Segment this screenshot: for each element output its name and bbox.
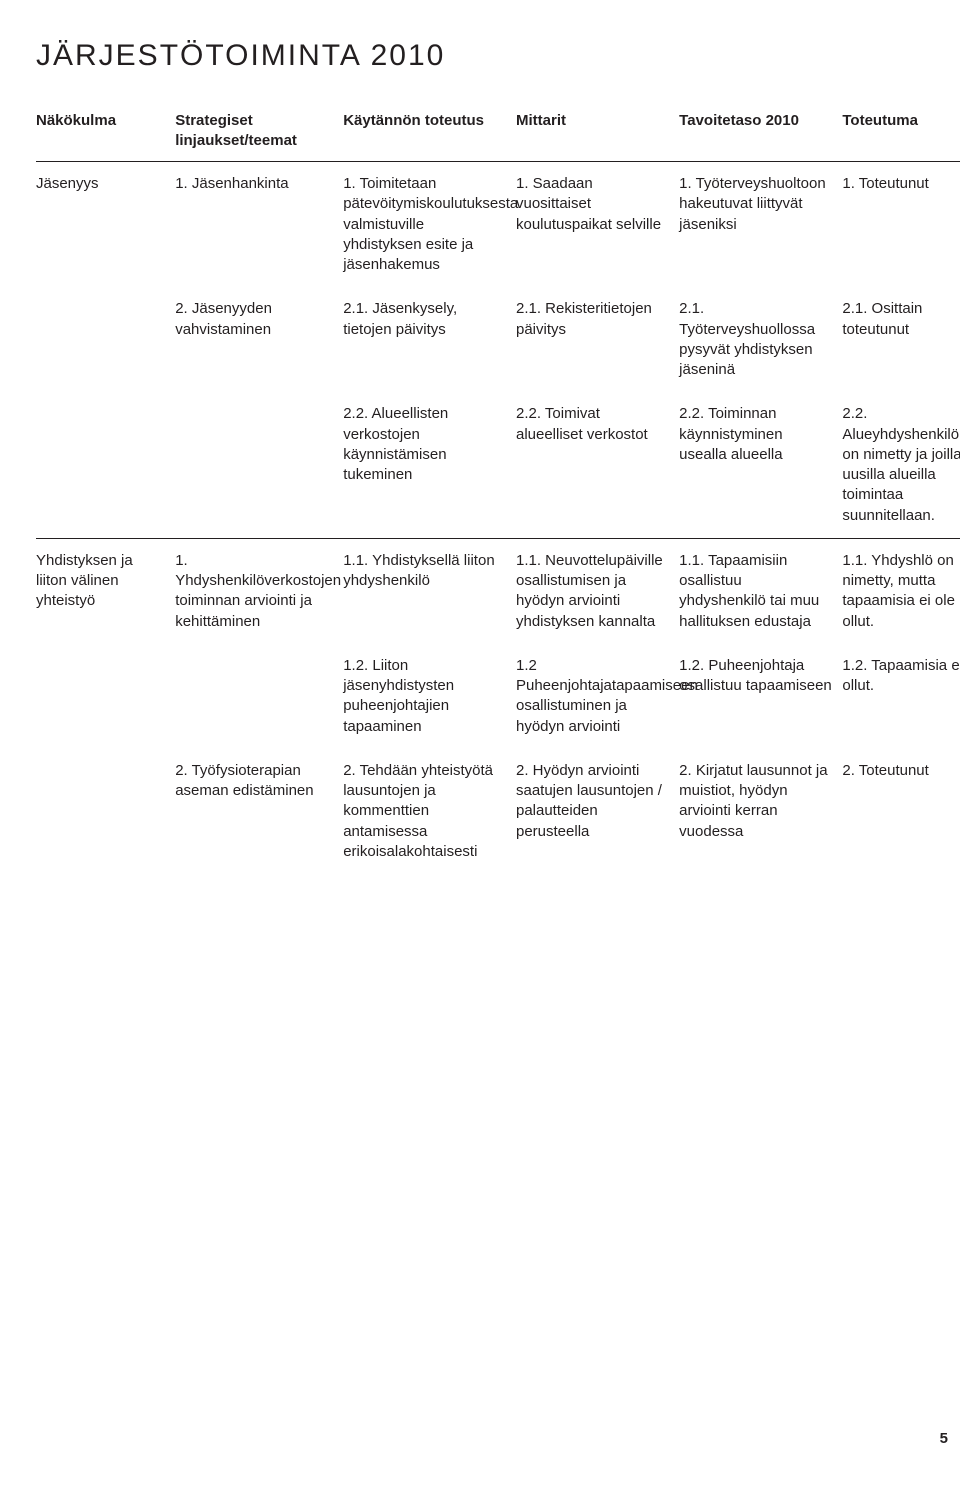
cell-c5: 1.2. Tapaamisia ei ollut. — [842, 644, 960, 749]
table-row: 1.2. Liiton jäsenyhdistysten puheenjohta… — [36, 644, 960, 749]
cell-c4: 1. Työterveyshuoltoon hakeutuvat liittyv… — [679, 162, 842, 288]
cell-c0: Yhdistyksen ja liiton välinen yhteistyö — [36, 538, 175, 644]
cell-c0 — [36, 644, 175, 749]
cell-c4: 1.2. Puheenjohtaja osallistuu tapaamisee… — [679, 644, 842, 749]
cell-c1 — [175, 392, 343, 538]
col-tavoitetaso: Tavoitetaso 2010 — [679, 105, 842, 162]
cell-c2: 1.1. Yhdistyksellä liiton yhdyshenkilö — [343, 538, 516, 644]
table-row: Yhdistyksen ja liiton välinen yhteistyö1… — [36, 538, 960, 644]
cell-c2: 1. Toimitetaan pätevöitymiskoulutuksesta… — [343, 162, 516, 288]
page: { "title": "JÄRJESTÖTOIMINTA 2010", "pag… — [36, 36, 960, 1467]
cell-c0: Jäsenyys — [36, 162, 175, 288]
cell-c3: 1.1. Neuvottelupäiville osallistumisen j… — [516, 538, 679, 644]
cell-c5: 2.1. Osittain toteutunut — [842, 287, 960, 392]
cell-c1: 2. Työfysioterapian aseman edistäminen — [175, 749, 343, 874]
cell-c3: 2.2. Toimivat alueelliset verkostot — [516, 392, 679, 538]
cell-c2: 1.2. Liiton jäsenyhdistysten puheenjohta… — [343, 644, 516, 749]
cell-c1: 1. Jäsenhankinta — [175, 162, 343, 288]
cell-c0 — [36, 749, 175, 874]
cell-c5: 1.1. Yhdyshlö on nimetty, mutta tapaamis… — [842, 538, 960, 644]
cell-c3: 2. Hyödyn arviointi saatujen lausuntojen… — [516, 749, 679, 874]
cell-c0 — [36, 287, 175, 392]
col-nakokulma: Näkökulma — [36, 105, 175, 162]
table-row: 2. Jäsenyyden vahvistaminen2.1. Jäsenkys… — [36, 287, 960, 392]
cell-c4: 2.2. Toiminnan käynnistyminen usealla al… — [679, 392, 842, 538]
cell-c0 — [36, 392, 175, 538]
cell-c3: 2.1. Rekisteritietojen päivitys — [516, 287, 679, 392]
cell-c2: 2.1. Jäsenkysely, tietojen päivitys — [343, 287, 516, 392]
col-strategiset: Strategiset linjaukset/teemat — [175, 105, 343, 162]
table-row: Jäsenyys1. Jäsenhankinta1. Toimitetaan p… — [36, 162, 960, 288]
cell-c1: 2. Jäsenyyden vahvistaminen — [175, 287, 343, 392]
cell-c5: 1. Toteutunut — [842, 162, 960, 288]
table-body: Jäsenyys1. Jäsenhankinta1. Toimitetaan p… — [36, 162, 960, 875]
cell-c4: 2. Kirjatut lausunnot ja muistiot, hyödy… — [679, 749, 842, 874]
col-kaytannon: Käytännön toteutus — [343, 105, 516, 162]
cell-c5: 2.2. Alueyhdyshenkilöitä on nimetty ja j… — [842, 392, 960, 538]
page-number: 5 — [940, 1429, 948, 1449]
cell-c4: 2.1. Työterveyshuollossa pysyvät yhdisty… — [679, 287, 842, 392]
cell-c4: 1.1. Tapaamisiin osallistuu yhdyshenkilö… — [679, 538, 842, 644]
col-mittarit: Mittarit — [516, 105, 679, 162]
page-title: JÄRJESTÖTOIMINTA 2010 — [36, 36, 960, 77]
cell-c3: 1.2 Puheenjohtajatapaamiseen osallistumi… — [516, 644, 679, 749]
strategy-table: Näkökulma Strategiset linjaukset/teemat … — [36, 105, 960, 875]
col-toteutuma: Toteutuma — [842, 105, 960, 162]
cell-c5: 2. Toteutunut — [842, 749, 960, 874]
table-row: 2.2. Alueellisten verkostojen käynnistäm… — [36, 392, 960, 538]
cell-c2: 2. Tehdään yhteistyötä lausuntojen ja ko… — [343, 749, 516, 874]
cell-c3: 1. Saadaan vuosittaiset koulutuspaikat s… — [516, 162, 679, 288]
table-row: 2. Työfysioterapian aseman edistäminen2.… — [36, 749, 960, 874]
cell-c1 — [175, 644, 343, 749]
cell-c2: 2.2. Alueellisten verkostojen käynnistäm… — [343, 392, 516, 538]
table-header-row: Näkökulma Strategiset linjaukset/teemat … — [36, 105, 960, 162]
cell-c1: 1. Yhdyshenkilöverkostojen toiminnan arv… — [175, 538, 343, 644]
